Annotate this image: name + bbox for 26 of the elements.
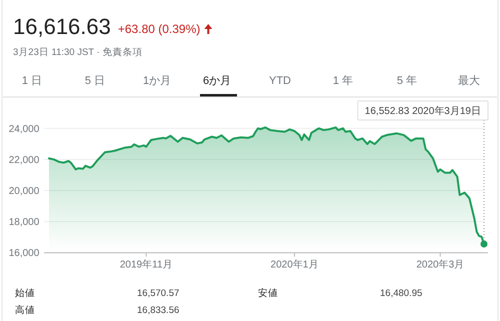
chart-subtitle: +63.80 (0.39%) [118,22,200,36]
x-tick-label: 2020年1月 [270,258,318,271]
text: 安値 [258,287,278,299]
text: 5 日 [84,75,106,87]
y-tick-label: 20,000 [8,186,40,198]
text: 16,552.83 2020年3月19日 [364,105,481,117]
text: 5 年 [396,75,418,87]
text: 1 年 [332,75,354,87]
y-tick-label: 18,000 [8,217,40,228]
y-tick-label: 22,000 [8,154,40,166]
text: 高値 [15,304,35,316]
text: 16,833.56 [137,305,180,316]
text: 1か月 [142,75,172,87]
chart-title: 16,616.63 [13,14,111,39]
text: 16,570.57 [137,288,180,299]
text: 始値 [15,287,35,299]
text: 1 日 [22,75,42,87]
text: 6か月 [202,75,232,87]
y-tick-label: 24,000 [8,124,40,135]
text: 3月23日 11:30 JST · 免責条項 [13,46,142,58]
y-tick-label: 16,000 [8,248,40,260]
text: YTD [269,75,292,87]
x-tick-label: 2019年11月 [120,258,173,271]
text: 16,480.95 [380,288,422,299]
text: 最大 [458,74,480,87]
x-tick-label: 2020年3月 [416,258,464,271]
